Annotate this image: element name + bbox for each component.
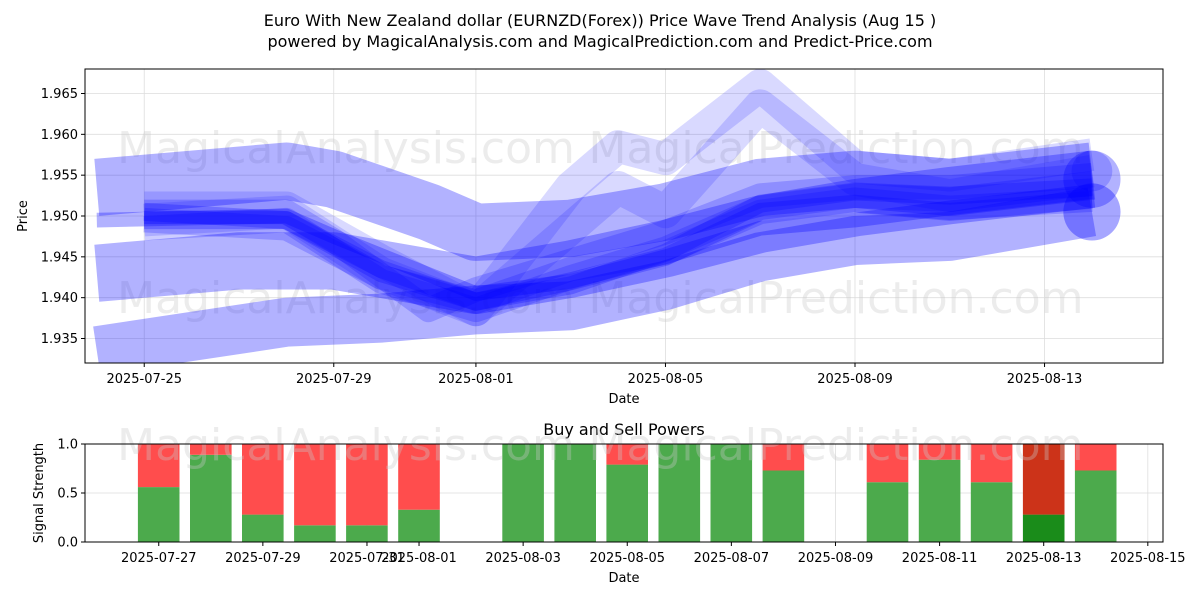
top-x-tick-label: 2025-07-25 xyxy=(106,372,182,387)
top-x-tick-label: 2025-07-29 xyxy=(296,372,372,387)
wave-bands xyxy=(93,69,1121,363)
top-y-label: Price xyxy=(16,200,31,232)
sell-power-bar xyxy=(398,444,440,510)
buy-power-bar xyxy=(242,514,284,542)
top-y-tick-label: 1.945 xyxy=(41,250,78,265)
buy-power-bar xyxy=(710,444,753,542)
bottom-watermarks: MagicalAnalysis.com MagicalPrediction.co… xyxy=(117,420,1083,471)
top-y-tick-label: 1.950 xyxy=(41,210,78,225)
wave-band xyxy=(94,150,1096,314)
bottom-x-tick-label: 2025-08-15 xyxy=(1110,551,1186,566)
sell-power-bar xyxy=(970,444,1013,483)
wave-band xyxy=(144,69,1095,327)
bottom-x-tick-label: 2025-08-07 xyxy=(694,551,770,566)
wave-band xyxy=(143,171,1094,323)
wave-band xyxy=(143,187,1093,314)
top-x-tick-label: 2025-08-01 xyxy=(438,372,514,387)
chart-title-line1: Euro With New Zealand dollar (EURNZD(For… xyxy=(264,11,936,30)
wave-end-marker xyxy=(1071,150,1113,192)
sell-power-bar xyxy=(918,444,961,460)
wave-band xyxy=(144,162,1093,323)
buy-power-bar xyxy=(346,525,388,542)
bottom-title: Buy and Sell Powers xyxy=(543,420,705,439)
buy-sell-plot: Buy and Sell Powers MagicalAnalysis.com … xyxy=(32,420,1186,586)
top-x-tick-label: 2025-08-09 xyxy=(817,372,893,387)
wave-end-marker xyxy=(1063,150,1121,208)
buy-power-bar xyxy=(762,470,805,542)
buy-power-bar xyxy=(1022,514,1065,542)
bottom-y-tick-label: 0.5 xyxy=(57,487,78,502)
bottom-x-tick-label: 2025-08-09 xyxy=(798,551,874,566)
bottom-x-tick-label: 2025-08-11 xyxy=(902,551,978,566)
bottom-x-tick-label: 2025-07-29 xyxy=(225,551,301,566)
top-grid xyxy=(85,69,1163,363)
sell-power-bar xyxy=(866,444,909,483)
wave-band xyxy=(144,178,1093,311)
wave-band xyxy=(94,142,1096,261)
sell-power-bar xyxy=(294,444,336,526)
wave-band xyxy=(96,184,1093,301)
bottom-x-tick-label: 2025-07-27 xyxy=(121,551,197,566)
buy-power-bar xyxy=(398,509,440,542)
sell-power-bar xyxy=(137,444,180,488)
bottom-y-tick-label: 0.0 xyxy=(57,536,78,551)
buy-power-bar xyxy=(294,525,336,542)
buy-power-bar xyxy=(502,444,544,542)
buy-power-bar xyxy=(1074,470,1117,542)
buy-sell-bars xyxy=(137,444,1117,542)
bottom-x-tick-label: 2025-08-05 xyxy=(589,551,665,566)
bottom-axes: 2025-07-27 2025-07-29 2025-07-312025-08-01… xyxy=(57,438,1185,567)
sell-power-bar xyxy=(762,444,805,471)
top-y-tick-label: 1.935 xyxy=(41,332,78,347)
bottom-y-tick-label: 1.0 xyxy=(57,438,78,453)
wave-band xyxy=(93,187,1097,363)
buy-power-bar xyxy=(137,487,180,542)
top-y-tick-label: 1.940 xyxy=(41,291,78,306)
top-y-tick-label: 1.965 xyxy=(41,87,78,102)
buy-power-bar xyxy=(554,444,596,542)
sell-power-bar xyxy=(242,444,284,515)
buy-power-bar xyxy=(658,444,701,542)
sell-power-bar xyxy=(346,444,388,526)
bottom-x-label: Date xyxy=(608,571,639,586)
watermark-prediction-top: MagicalPrediction.com xyxy=(589,123,1084,174)
wave-band xyxy=(143,190,1093,311)
buy-power-bar xyxy=(970,482,1013,542)
sell-power-bar xyxy=(1022,444,1065,515)
bottom-x-tick-label: 2025-08-01 xyxy=(381,551,457,566)
bottom-x-tick-label: 2025-08-03 xyxy=(485,551,561,566)
top-x-label: Date xyxy=(608,392,639,407)
bottom-x-tick-label: 2025-07-31 xyxy=(329,551,405,566)
buy-power-bar xyxy=(866,482,909,542)
top-y-tick-label: 1.960 xyxy=(41,128,78,143)
sell-power-bar xyxy=(190,444,232,455)
top-watermarks: MagicalAnalysis.com MagicalPrediction.co… xyxy=(117,123,1083,324)
watermark-prediction-mid: MagicalPrediction.com xyxy=(589,273,1084,324)
buy-power-bar xyxy=(606,464,648,542)
watermark-analysis-bottom: MagicalAnalysis.com xyxy=(117,420,575,471)
top-axes: 2025-07-25 2025-07-29 2025-08-01 2025-08-05… xyxy=(41,87,1083,387)
watermark-analysis-top: MagicalAnalysis.com xyxy=(117,123,575,174)
price-wave-plot: MagicalAnalysis.com MagicalPrediction.co… xyxy=(16,68,1164,407)
top-x-tick-label: 2025-08-13 xyxy=(1007,372,1083,387)
top-y-tick-label: 1.955 xyxy=(41,169,78,184)
wave-band xyxy=(143,89,1095,327)
buy-power-bar xyxy=(918,459,961,542)
chart-title-line2: powered by MagicalAnalysis.com and Magic… xyxy=(267,32,932,51)
sell-power-bar xyxy=(606,444,648,465)
bottom-y-label: Signal Strength xyxy=(32,443,47,543)
watermark-prediction-bottom: MagicalPrediction.com xyxy=(589,420,1084,471)
wave-end-marker xyxy=(1063,183,1121,241)
sell-power-bar xyxy=(1074,444,1117,471)
buy-power-bar xyxy=(190,454,232,542)
watermark-analysis-mid: MagicalAnalysis.com xyxy=(117,273,575,324)
bottom-x-tick-label: 2025-08-13 xyxy=(1006,551,1082,566)
top-x-tick-label: 2025-08-05 xyxy=(628,372,704,387)
